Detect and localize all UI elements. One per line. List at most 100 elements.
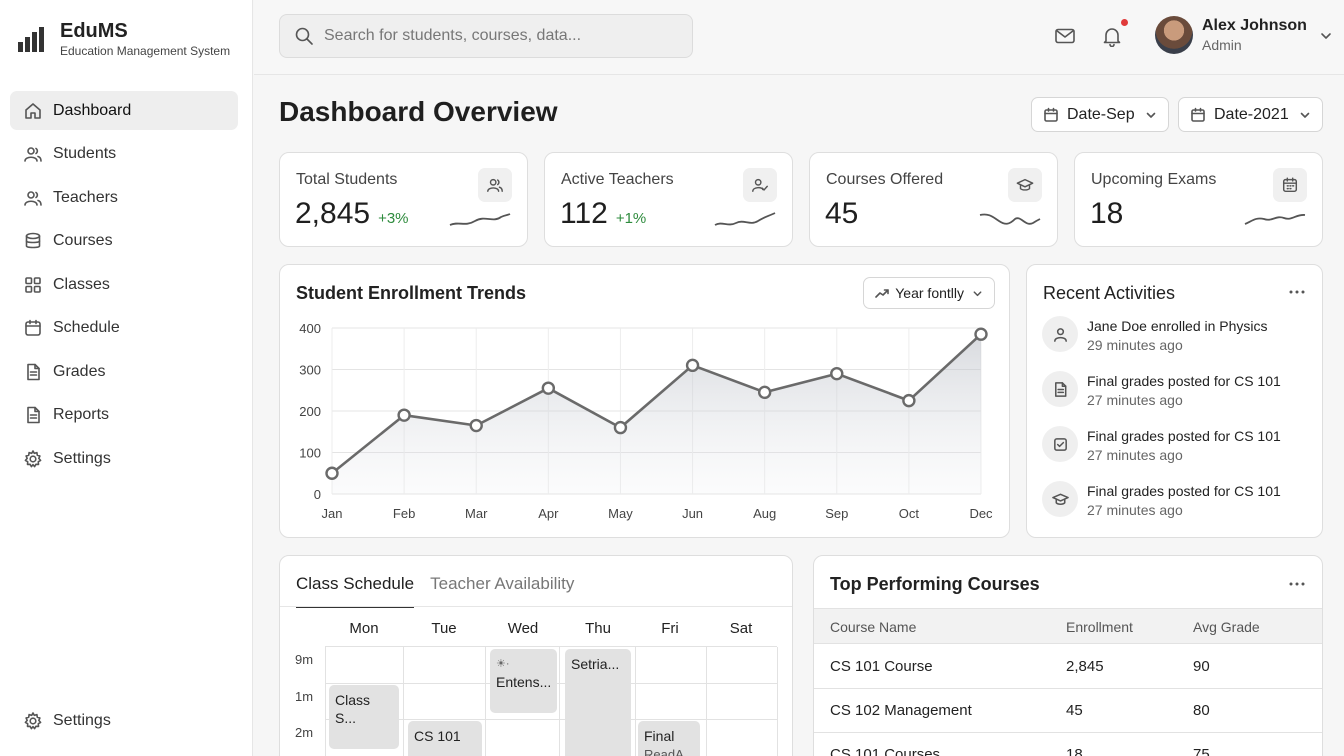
stat-label: Total Students [296,171,398,188]
chevron-down-icon[interactable] [1319,29,1333,43]
month-filter-dropdown[interactable]: Date-Sep [1031,97,1169,132]
range-dropdown[interactable]: Year fontlly [863,277,995,309]
table-row[interactable]: CS 102 Management 45 80 [814,689,1322,733]
activity-icon-box [1042,481,1078,517]
table-row[interactable]: CS 101 Courses 18 75 [814,733,1322,756]
sidebar-item-reports[interactable]: Reports [10,396,238,435]
cell-grade: 80 [1193,702,1210,719]
sidebar-item-dashboard[interactable]: Dashboard [10,91,238,130]
list-item[interactable]: Final grades posted for CS 101 27 minute… [1042,481,1322,536]
brand[interactable]: EduMS Education Management System [18,20,230,58]
sparkline [979,213,1041,225]
column-header-enrollment[interactable]: Enrollment [1066,619,1133,635]
sidebar-item-classes[interactable]: Classes [10,265,238,304]
sidebar-item-settings[interactable]: Settings [10,439,238,478]
mail-icon[interactable] [1054,25,1076,47]
data-point [541,381,556,395]
report-icon [27,406,40,424]
app-subtitle: Education Management System [60,44,231,58]
search-bar[interactable] [279,14,693,58]
data-point [469,418,483,433]
search-input[interactable] [324,27,684,45]
schedule-event[interactable]: Final ReadA [638,721,700,756]
event-extra: ReadA [644,747,684,756]
stat-icon-box [478,168,512,202]
top-courses-card: Top Performing Courses Course Name Enrol… [813,555,1323,756]
sparkline [1244,214,1306,225]
more-options-icon[interactable] [1288,581,1306,587]
stat-value: 112 [560,197,608,230]
avatar[interactable] [1155,16,1193,54]
user-menu[interactable]: Alex Johnson Admin [1155,16,1333,54]
tab-class-schedule[interactable]: Class Schedule [296,574,415,608]
bell-icon[interactable] [1101,25,1123,47]
sidebar-bottom: Settings [10,701,238,745]
year-filter-dropdown[interactable]: Date-2021 [1178,97,1323,132]
schedule-event[interactable]: CS 101 [408,721,482,756]
schedule-event[interactable]: ☀· Entens... [490,649,557,713]
x-tick-label: May [608,506,633,521]
event-label: CS 101 [414,728,461,744]
tab-teacher-availability[interactable]: Teacher Availability [430,574,575,593]
user-name: Alex Johnson [1202,17,1307,34]
stat-card-courses-offered[interactable]: Courses Offered 45 [809,152,1058,247]
grid-column [560,647,636,756]
stat-value-wrap: 112 +1% [560,197,646,231]
stat-card-upcoming-exams[interactable]: Upcoming Exams 18 [1074,152,1323,247]
chevron-down-icon [1146,112,1155,118]
page-title: Dashboard Overview [279,96,558,127]
list-item[interactable]: Final grades posted for CS 101 27 minute… [1042,426,1322,481]
sidebar-item-grades[interactable]: Grades [10,352,238,391]
top-courses-title: Top Performing Courses [830,574,1040,594]
activity-title: Final grades posted for CS 101 [1087,428,1281,444]
activity-icon-box [1042,371,1078,407]
cell-course: CS 102 Management [830,702,972,719]
stat-value: 18 [1090,197,1124,230]
teacher-icon [24,190,42,206]
x-tick-label: Jan [322,506,343,521]
recent-activities-card: Recent Activities Jane Doe enrolled in P… [1026,264,1323,538]
schedule-event[interactable]: Class S... [329,685,399,749]
x-tick-label: Apr [538,506,559,521]
event-label: Class S... [335,692,371,726]
trending-up-icon [875,289,890,298]
y-tick-label: 400 [299,321,321,336]
activity-title: Jane Doe enrolled in Physics [1087,318,1268,334]
table-row[interactable]: CS 101 Course 2,845 90 [814,645,1322,689]
data-point [325,466,339,480]
list-item[interactable]: Final grades posted for CS 101 27 minute… [1042,371,1322,426]
x-tick-label: Jun [682,506,703,521]
y-tick-label: 0 [314,487,321,502]
sidebar-bottom-settings[interactable]: Settings [10,701,238,740]
sidebar-item-label: Dashboard [53,101,132,119]
more-options-icon[interactable] [1288,289,1306,295]
document-icon [1054,381,1066,397]
stat-value-wrap: 45 [825,197,858,231]
calendar-icon [25,319,41,336]
stat-card-total-students[interactable]: Total Students 2,845 +3% [279,152,528,247]
column-header-course[interactable]: Course Name [830,619,917,635]
sidebar-item-teachers[interactable]: Teachers [10,178,238,217]
x-tick-label: Sep [825,506,848,521]
sidebar-item-schedule[interactable]: Schedule [10,309,238,348]
column-header-grade[interactable]: Avg Grade [1193,619,1260,635]
stat-delta: +3% [378,210,409,227]
sidebar-item-label: Settings [53,711,111,729]
stat-icon-box [743,168,777,202]
sidebar-item-courses[interactable]: Courses [10,222,238,261]
chevron-down-icon [1300,112,1310,118]
top-header: Alex Johnson Admin [254,0,1344,75]
gear-icon [24,711,42,729]
event-label: Entens... [496,674,552,690]
year-filter-label: Date-2021 [1214,105,1289,123]
x-tick-label: Mar [465,506,488,521]
x-tick-label: Aug [753,506,776,521]
list-item[interactable]: Jane Doe enrolled in Physics 29 minutes … [1042,316,1322,371]
sidebar-item-label: Teachers [53,188,118,206]
sidebar-item-students[interactable]: Students [10,135,238,174]
schedule-event[interactable]: Setria... [565,649,631,756]
activity-time: 27 minutes ago [1087,447,1183,463]
bar-chart-logo-icon [18,27,44,52]
stat-card-active-teachers[interactable]: Active Teachers 112 +1% [544,152,793,247]
search-icon [295,27,313,45]
